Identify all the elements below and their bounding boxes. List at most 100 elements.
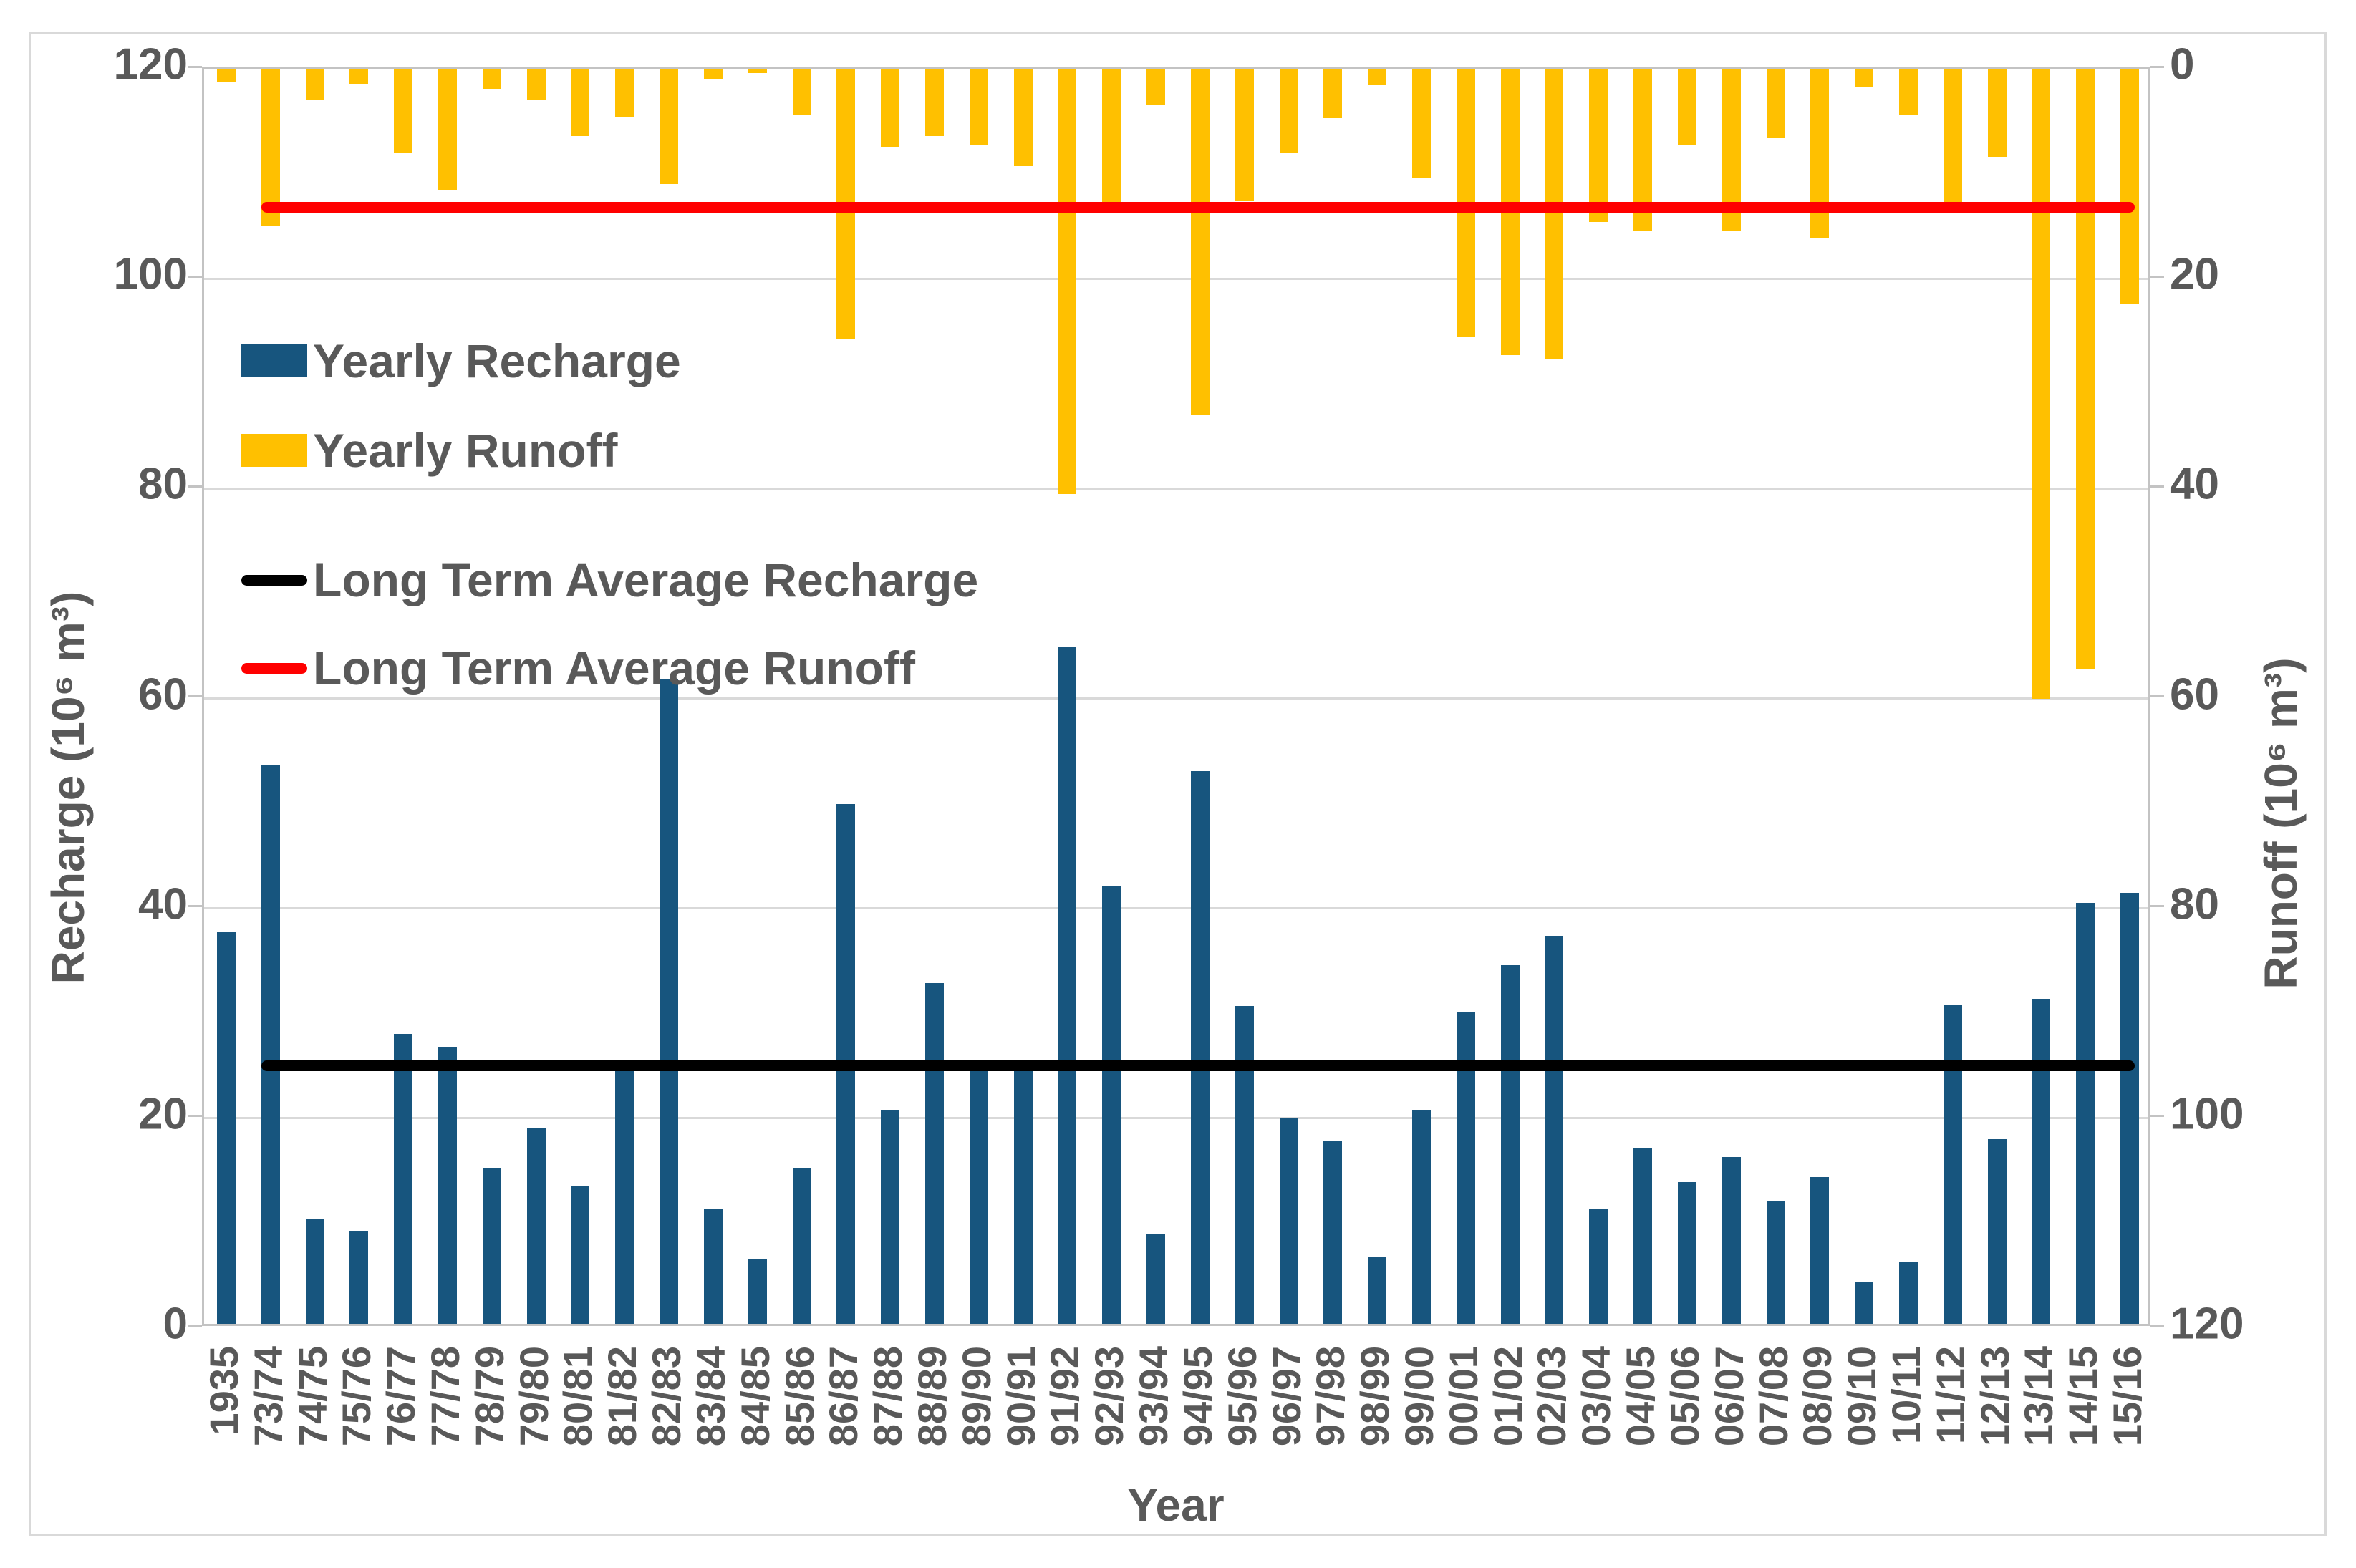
runoff-bar	[216, 69, 236, 83]
x-tick-label: 07/08	[1750, 1346, 1796, 1447]
recharge-bar	[2120, 892, 2140, 1324]
recharge-bar	[1058, 647, 1077, 1324]
left-axis-tick	[188, 485, 202, 488]
right-axis-tick-label: 20	[2170, 249, 2219, 299]
x-tick-label: 00/01	[1440, 1346, 1486, 1447]
x-tick-label: 73/74	[245, 1346, 291, 1447]
runoff-bar	[2120, 69, 2140, 304]
runoff-bar	[1102, 69, 1121, 203]
runoff-bar	[2076, 69, 2095, 669]
x-tick-label: 14/15	[2060, 1346, 2106, 1447]
x-tick-label: 05/06	[1661, 1346, 1707, 1447]
runoff-bar	[1368, 69, 1387, 86]
runoff-bar	[394, 69, 413, 153]
recharge-bar	[1323, 1141, 1343, 1324]
left-axis-tick	[188, 1115, 202, 1118]
x-tick-label: 08/09	[1795, 1346, 1840, 1447]
recharge-bar	[1722, 1156, 1741, 1324]
x-tick-label: 74/75	[289, 1346, 335, 1447]
recharge-bar	[1102, 886, 1121, 1324]
left-axis-tick	[188, 275, 202, 278]
right-axis-tick	[2150, 1325, 2164, 1327]
recharge-bar	[1899, 1262, 1918, 1324]
recharge-bar	[1279, 1118, 1298, 1324]
recharge-bar	[925, 982, 944, 1324]
legend-label: Long Term Average Runoff	[313, 642, 915, 695]
recharge-bar	[482, 1168, 501, 1324]
recharge-bar	[1146, 1234, 1166, 1324]
x-tick-label: 06/07	[1706, 1346, 1752, 1447]
recharge-bar	[2076, 903, 2095, 1324]
figure-border	[29, 32, 2327, 1536]
runoff-bar	[1677, 69, 1696, 145]
runoff-bar	[1987, 69, 2007, 158]
right-axis-tick	[2150, 1115, 2164, 1118]
recharge-bar	[1987, 1139, 2007, 1324]
runoff-bar	[1545, 69, 1564, 359]
runoff-bar	[615, 69, 634, 117]
x-tick-label: 03/04	[1573, 1346, 1619, 1447]
right-axis-tick	[2150, 65, 2164, 68]
legend-item-lta-runoff: Long Term Average Runoff	[241, 641, 915, 695]
recharge-bar	[1412, 1109, 1431, 1324]
recharge-bar	[1235, 1005, 1254, 1324]
recharge-bar	[571, 1186, 590, 1324]
x-tick-label: 97/98	[1308, 1346, 1353, 1447]
plot-area	[202, 67, 2150, 1326]
recharge-bar	[881, 1110, 900, 1324]
runoff-bar	[660, 69, 679, 185]
recharge-bar	[748, 1259, 767, 1324]
recharge-bar	[526, 1128, 546, 1324]
x-axis-title: Year	[1127, 1479, 1225, 1531]
x-tick-label: 02/03	[1529, 1346, 1575, 1447]
x-tick-label: 13/14	[2016, 1346, 2062, 1447]
x-tick-label: 76/77	[378, 1346, 424, 1447]
x-tick-label: 11/12	[1927, 1346, 1973, 1445]
recharge-bar	[2032, 998, 2051, 1324]
x-tick-label: 1935	[201, 1346, 246, 1436]
x-tick-label: 01/02	[1484, 1346, 1530, 1447]
runoff-bar	[526, 69, 546, 100]
x-tick-label: 88/89	[909, 1346, 955, 1447]
x-tick-label: 93/94	[1131, 1346, 1177, 1447]
right-axis-tick	[2150, 485, 2164, 488]
long-term-average-runoff-line	[261, 201, 2135, 213]
x-tick-label: 80/81	[555, 1346, 601, 1447]
recharge-bar	[703, 1209, 723, 1324]
right-axis-tick	[2150, 275, 2164, 278]
right-axis-title: Runoff (10⁶ m³)	[2255, 657, 2307, 989]
gridline	[204, 277, 2148, 280]
left-axis-tick-label: 20	[138, 1089, 188, 1139]
left-axis-tick	[188, 65, 202, 68]
x-tick-label: 75/76	[334, 1346, 380, 1447]
right-axis-tick-label: 100	[2170, 1089, 2244, 1139]
runoff-bar	[925, 69, 944, 136]
right-axis-tick-label: 120	[2170, 1299, 2244, 1349]
runoff-bar	[305, 69, 324, 100]
gridline	[204, 697, 2148, 700]
recharge-bar	[1943, 1005, 1962, 1324]
x-tick-label: 09/10	[1839, 1346, 1885, 1447]
gridline	[204, 487, 2148, 490]
recharge-bar	[660, 679, 679, 1324]
recharge-bar	[438, 1047, 457, 1324]
lta-runoff-swatch	[241, 662, 307, 674]
long-term-average-recharge-line	[261, 1060, 2135, 1071]
runoff-bar	[438, 69, 457, 191]
right-axis-tick	[2150, 905, 2164, 908]
recharge-bar	[792, 1168, 811, 1324]
runoff-bar	[1810, 69, 1830, 239]
runoff-swatch	[241, 434, 307, 467]
left-axis-tick	[188, 905, 202, 908]
x-tick-label: 96/97	[1263, 1346, 1309, 1447]
recharge-bar	[1013, 1070, 1033, 1324]
x-tick-label: 94/95	[1174, 1346, 1220, 1447]
x-tick-label: 04/05	[1618, 1346, 1664, 1447]
x-tick-label: 10/11	[1883, 1346, 1928, 1445]
left-axis-tick-label: 100	[113, 249, 188, 299]
runoff-bar	[1146, 69, 1166, 106]
gridline	[204, 907, 2148, 910]
x-tick-label: 12/13	[1971, 1346, 2017, 1447]
right-axis-tick	[2150, 695, 2164, 697]
